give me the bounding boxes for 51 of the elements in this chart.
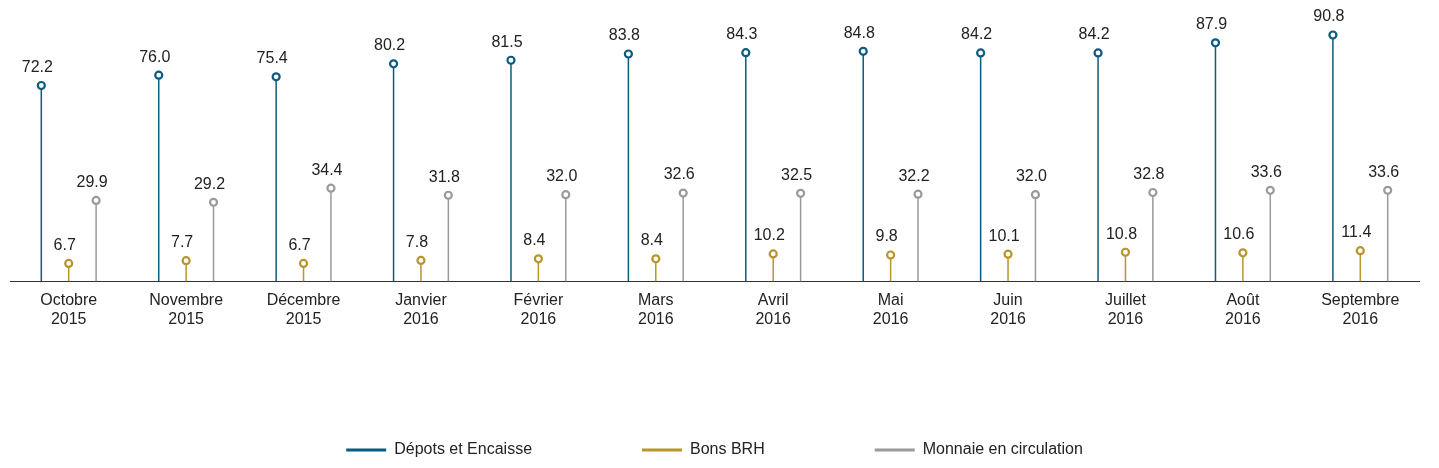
x-tick-label: Décembre 2015 [266,290,341,327]
x-tick-label: Février 2016 [513,290,564,327]
data-label: 32.0 [1015,167,1048,185]
data-label: 32.2 [898,166,930,184]
x-tick-label: Juillet 2016 [1105,290,1147,327]
data-label: 10.2 [753,226,785,244]
data-label: 72.2 [21,57,53,75]
x-tick-label: Avril 2016 [755,290,792,327]
data-label: 33.6 [1250,162,1282,180]
data-label: 75.4 [256,49,288,67]
legend-label: Monnaie en circulation [922,440,1083,458]
data-label: 32.5 [781,165,813,183]
data-label: 11.4 [1341,223,1372,241]
data-label: 87.9 [1195,15,1228,33]
data-label: 6.7 [53,235,76,253]
data-label: 9.8 [875,227,898,245]
data-label: 76.0 [139,47,171,65]
data-label: 84.2 [1078,25,1110,43]
data-label: 29.2 [193,174,226,192]
x-tick-label: Janvier 2016 [395,290,448,327]
x-tick-label: Mars 2016 [637,290,674,327]
x-tick-label: Octobre 2015 [40,290,98,327]
data-label: 29.9 [76,172,108,190]
data-label: 32.6 [663,165,695,183]
x-tick-label: Juin 2016 [990,290,1026,327]
data-label: 80.2 [373,36,406,54]
data-label: 32.0 [546,167,578,185]
data-label: 84.8 [843,23,875,41]
data-label: 34.4 [311,160,343,178]
data-label: 10.8 [1105,224,1138,242]
data-label: 8.4 [523,231,546,249]
x-tick-label: Août 2016 [1225,290,1261,327]
data-label: 6.7 [288,235,311,253]
x-tick-label: Septembre 2016 [1321,290,1400,327]
data-label: 81.5 [491,32,523,50]
x-tick-label: Novembre 2015 [149,290,224,327]
data-label: 83.8 [608,26,641,44]
data-label: 33.6 [1368,162,1400,180]
data-label: 8.4 [640,231,664,249]
data-label: 90.8 [1313,7,1345,25]
data-label: 84.2 [961,25,993,43]
data-label: 7.8 [405,232,429,250]
data-label: 32.8 [1133,164,1165,182]
legend-label: Bons BRH [690,440,765,458]
data-label: 84.3 [726,25,758,43]
data-label: 10.1 [988,226,1020,244]
data-label: 31.8 [428,167,461,185]
x-tick-label: Mai 2016 [872,290,909,327]
data-label: 10.6 [1223,225,1255,243]
legend-label: Dépots et Encaisse [394,440,533,458]
data-label: 7.7 [171,233,194,251]
